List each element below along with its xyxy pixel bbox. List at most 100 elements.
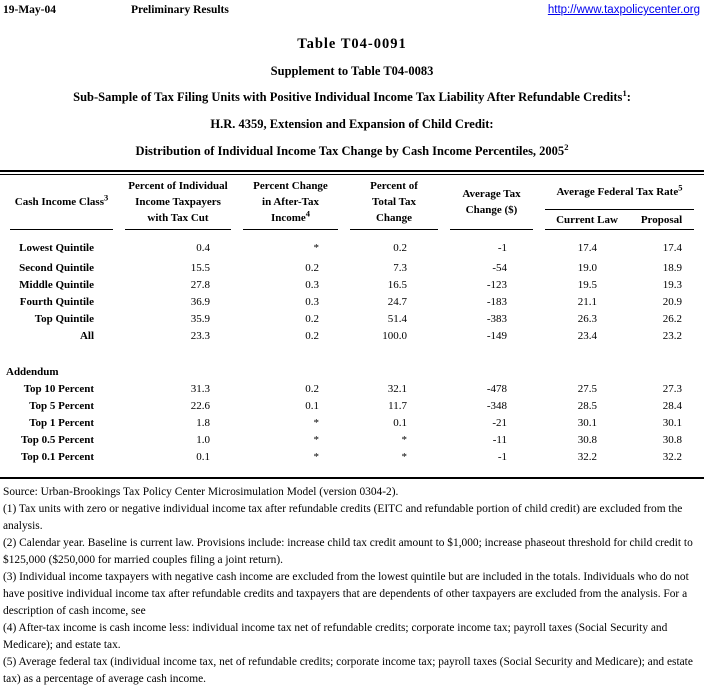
value-cell: 23.2 [662,329,682,342]
value-cell: 1.0 [196,433,210,446]
table-number-title: Table T04-0091 [297,36,407,52]
value-cell: 26.3 [577,312,597,325]
footnote-3: (3) Individual income taxpayers with neg… [3,571,689,617]
value-cell: 30.8 [662,433,682,446]
value-cell: 100.0 [382,329,407,342]
value-cell: -21 [492,416,507,429]
supplement-subtitle: Supplement to Table T04-0083 [270,64,434,78]
footnote-ref-5: 5 [678,182,683,193]
value-cell: 0.2 [305,312,319,325]
value-cell: 0.2 [305,261,319,274]
value-cell: 23.4 [577,329,597,342]
value-cell: -54 [492,261,507,274]
value-cell: 36.9 [190,295,210,308]
row-label: Middle Quintile [19,278,94,291]
value-cell: 35.9 [190,312,210,325]
value-cell: * [313,241,320,254]
value-cell: 0.3 [305,278,319,291]
value-cell: 32.2 [577,450,597,463]
table-row: Top 0.1 Percent 0.1 * * -1 32.2 32.2 [4,448,700,465]
taxpolicycenter-link[interactable]: http://www.taxpolicycenter.org [547,4,700,16]
row-label: All [79,329,94,342]
table-row: Middle Quintile 27.8 0.3 16.5 -123 19.5 … [4,276,700,293]
value-cell: -149 [486,329,507,342]
row-label: Second Quintile [19,261,94,274]
value-cell: 24.7 [387,295,407,308]
value-cell: -11 [492,433,507,446]
table-bottom-rule [0,477,704,479]
footnote-5: (5) Average federal tax (individual inco… [3,656,693,685]
value-cell: 0.1 [393,416,407,429]
distribution-table: Cash Income Class3 Percent of Individual… [4,175,700,465]
table-body: Lowest Quintile 0.4 * 0.2 -1 17.4 17.4 S… [4,230,700,465]
value-cell: 0.1 [305,399,319,412]
table-row: Lowest Quintile 0.4 * 0.2 -1 17.4 17.4 [4,230,700,259]
col-header-pct-change-after-tax-income: Percent Change in After-Tax Income4 [237,175,344,230]
value-cell: 17.4 [577,241,597,254]
value-cell: 21.1 [577,295,597,308]
col-header-proposal: Proposal [629,210,700,230]
value-cell: 31.3 [190,382,210,395]
value-cell: * [313,433,320,446]
row-label: Top 0.1 Percent [20,450,94,463]
value-cell: 15.5 [190,261,210,274]
value-cell: 0.4 [196,241,210,254]
row-label: Top Quintile [34,312,94,325]
value-cell: 0.2 [393,241,407,254]
footnote-ref-2: 2 [564,141,569,152]
value-cell: 17.4 [662,241,682,254]
row-label: Lowest Quintile [19,241,94,254]
title-block: Table T04-0091 Supplement to Table T04-0… [0,36,704,159]
value-cell: 7.3 [393,261,407,274]
row-label: Top 1 Percent [29,416,94,429]
value-cell: 16.5 [387,278,407,291]
col-header-average-federal-tax-rate: Average Federal Tax Rate5 [539,175,700,210]
value-cell: 23.3 [190,329,210,342]
table-row: Top 0.5 Percent 1.0 * * -11 30.8 30.8 [4,431,700,448]
value-cell: 32.2 [662,450,682,463]
preliminary-results-label: Preliminary Results [131,4,229,16]
value-cell: 51.4 [387,312,407,325]
value-cell: 1.8 [196,416,210,429]
bill-subtitle: H.R. 4359, Extension and Expansion of Ch… [210,117,494,131]
col-header-pct-taxpayers-with-cut: Percent of Individual Income Taxpayers w… [119,175,237,230]
footnote-2: (2) Calendar year. Baseline is current l… [3,537,693,566]
row-label: Top 10 Percent [23,382,94,395]
value-cell: * [313,416,320,429]
value-cell: 20.9 [662,295,682,308]
value-cell: 30.8 [577,433,597,446]
value-cell: 18.9 [662,261,682,274]
value-cell: 28.4 [662,399,682,412]
table-row: All 23.3 0.2 100.0 -149 23.4 23.2 [4,327,700,344]
col-header-current-law: Current Law [539,210,629,230]
table-row: Second Quintile 15.5 0.2 7.3 -54 19.0 18… [4,259,700,276]
value-cell: 27.5 [577,382,597,395]
footnote-1: (1) Tax units with zero or negative indi… [3,503,683,532]
table-header: Cash Income Class3 Percent of Individual… [4,175,700,230]
value-cell: 27.8 [190,278,210,291]
spacer-row [4,344,700,363]
table-row: Fourth Quintile 36.9 0.3 24.7 -183 21.1 … [4,293,700,310]
subsample-subtitle: Sub-Sample of Tax Filing Units with Posi… [73,87,631,104]
report-date: 19-May-04 [3,4,57,16]
addendum-label: Addendum [6,365,59,378]
value-cell: -1 [497,450,507,463]
table-row: Top Quintile 35.9 0.2 51.4 -383 26.3 26.… [4,310,700,327]
row-label: Top 0.5 Percent [20,433,94,446]
footnote-ref-3: 3 [103,191,109,202]
col-header-cash-income-class: Cash Income Class3 [4,175,119,230]
col-header-pct-total-tax-change: Percent of Total Tax Change [344,175,444,230]
value-cell: -123 [486,278,507,291]
value-cell: 30.1 [577,416,597,429]
value-cell: -1 [497,241,507,254]
addendum-header-row: Addendum [4,363,700,380]
table-row: Top 1 Percent 1.8 * 0.1 -21 30.1 30.1 [4,414,700,431]
value-cell: 0.2 [305,382,319,395]
value-cell: 32.1 [387,382,407,395]
value-cell: -478 [486,382,507,395]
value-cell: 27.3 [662,382,682,395]
value-cell: 0.1 [196,450,210,463]
row-label: Top 5 Percent [29,399,94,412]
top-bar: 19-May-04 Preliminary Results http://www… [0,0,704,16]
value-cell: * [313,450,320,463]
